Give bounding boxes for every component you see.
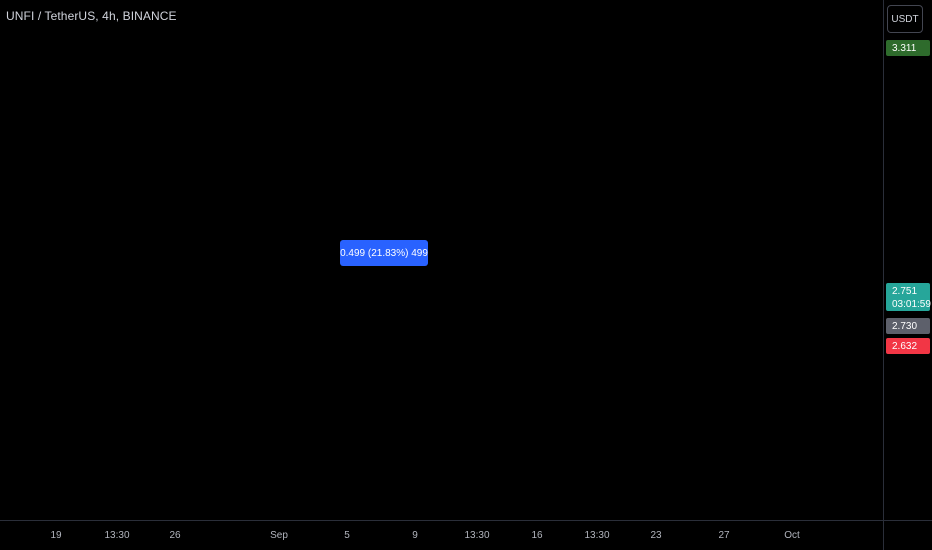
last-price-tag-bg xyxy=(886,283,930,311)
last-price-tag: 2.751 xyxy=(892,286,917,297)
time-tick: 9 xyxy=(412,530,418,541)
target-price-tag-bg xyxy=(886,40,930,56)
stop-price-tag-bg xyxy=(886,338,930,354)
price-axis-separator xyxy=(883,0,884,550)
time-tick: Sep xyxy=(270,530,288,541)
time-tick: 13:30 xyxy=(104,530,129,541)
time-tick: 16 xyxy=(531,530,543,541)
last-price-tag: 03:01:59 xyxy=(892,299,931,310)
stop-price-tag: 2.632 xyxy=(892,341,917,352)
symbol-title[interactable]: UNFI / TetherUS, 4h, BINANCE xyxy=(6,9,177,23)
time-tick: 23 xyxy=(650,530,662,541)
time-tick: 26 xyxy=(169,530,181,541)
currency-button[interactable]: USDT xyxy=(887,5,923,33)
measure-label: 0.499 (21.83%) 499 xyxy=(340,248,428,259)
time-tick: Oct xyxy=(784,530,800,541)
entry-price-tag: 2.730 xyxy=(892,321,917,332)
measure-label-bg xyxy=(340,240,428,266)
time-tick: 13:30 xyxy=(584,530,609,541)
entry-price-tag-bg xyxy=(886,318,930,334)
time-axis-separator xyxy=(0,520,932,521)
time-tick: 5 xyxy=(344,530,350,541)
time-tick: 13:30 xyxy=(464,530,489,541)
time-tick: 19 xyxy=(50,530,62,541)
time-tick: 27 xyxy=(718,530,730,541)
target-price-tag: 3.311 xyxy=(892,43,917,54)
